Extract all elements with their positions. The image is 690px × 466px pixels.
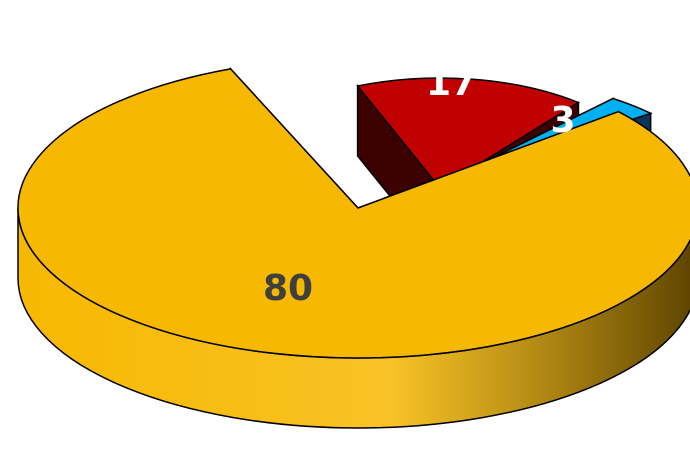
pie-data-label-1: 17	[426, 63, 476, 104]
pie-slice-0	[17, 68, 690, 359]
pie-data-labels: 80 17 3	[263, 63, 576, 309]
pie-slice-1	[356, 77, 581, 189]
pie-data-label-0: 80	[263, 268, 313, 309]
pie-data-label-2: 3	[550, 100, 575, 141]
pie-tops	[17, 68, 690, 359]
